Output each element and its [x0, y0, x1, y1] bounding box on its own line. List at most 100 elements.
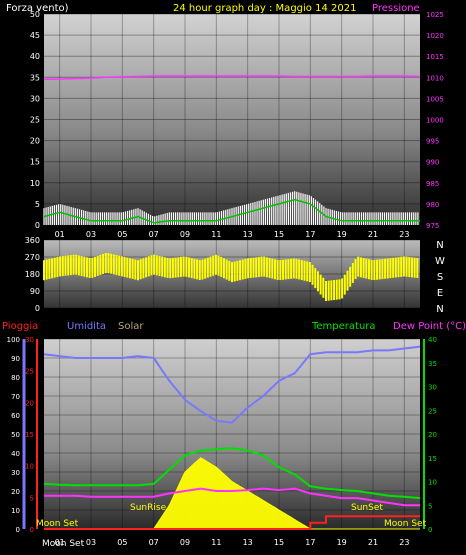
wind-title: Forza vento): [6, 3, 69, 14]
pressure-tick-label: 990: [426, 159, 439, 167]
x-tick-label: 07: [149, 538, 159, 547]
x-tick-label: 19: [337, 230, 347, 239]
x-tick-label: 19: [337, 538, 347, 547]
direction-tick-label: 0: [35, 304, 40, 313]
moonset-bottom-label: Moon Set: [42, 539, 85, 549]
temp-tick-label: 0: [428, 526, 432, 534]
wind-tick-label: 15: [30, 158, 40, 167]
x-tick-label: 13: [243, 538, 253, 547]
temp-x-ticks: 01 03 05 07 09 11 13 15 17 19 21 23: [55, 538, 410, 547]
x-tick-label: 03: [86, 230, 96, 239]
wind-tick-label: 30: [30, 94, 40, 103]
wind-direction-ticks: 0 90 180 270 360: [25, 236, 40, 313]
pressure-tick-label: 1025: [426, 11, 444, 19]
x-tick-label: 23: [399, 230, 409, 239]
wind-tick-label: 25: [30, 116, 40, 125]
x-tick-label: 05: [117, 538, 127, 547]
humidity-tick-label: 10: [11, 507, 20, 515]
pressure-tick-label: 1015: [426, 53, 444, 61]
rain-tick-label: 30: [25, 336, 34, 344]
x-tick-label: 17: [305, 230, 315, 239]
pressure-tick-label: 975: [426, 222, 439, 230]
humidity-tick-label: 0: [16, 526, 20, 534]
humidity-tick-label: 40: [11, 450, 20, 458]
temp-tick-label: 35: [428, 360, 437, 368]
wind-tick-label: 50: [30, 10, 40, 19]
wind-axis-ticks: 0 5 10 15 20 25 30 35 40 45 50: [30, 10, 40, 230]
direction-tick-label: 180: [25, 270, 40, 279]
temp-chart-axes: 0 10 20 30 40 50 60 70 80 90 100 0 5 10 15 20 25 30 0 5 10 15…: [7, 336, 437, 534]
dewpoint-label: Dew Point (°C): [393, 321, 466, 332]
x-tick-label: 17: [305, 538, 315, 547]
rain-tick-label: 20: [25, 399, 34, 407]
rain-tick-label: 0: [30, 526, 34, 534]
humidity-series-line: [43, 345, 421, 424]
pressure-tick-label: 995: [426, 138, 439, 146]
sunset-label: SunSet: [351, 503, 383, 513]
pressure-axis-ticks: 975 980 985 990 995 1000 1005 1010 1015 1020 1025: [426, 11, 444, 230]
x-tick-label: 01: [55, 230, 65, 239]
pressure-tick-label: 1005: [426, 95, 444, 103]
pressure-line: [43, 75, 421, 81]
temperature-series-line: [43, 447, 421, 500]
rain-tick-label: 15: [25, 431, 34, 439]
x-tick-label: 23: [399, 538, 409, 547]
direction-tick-label: 90: [30, 287, 40, 296]
x-tick-label: 21: [368, 230, 378, 239]
pressure-tick-label: 980: [426, 201, 439, 209]
wind-gust-line: [43, 198, 420, 224]
humidity-tick-label: 100: [7, 336, 20, 344]
wind-tick-label: 40: [30, 52, 40, 61]
temp-tick-label: 10: [428, 479, 437, 487]
x-tick-label: 07: [149, 230, 159, 239]
wind-tick-label: 20: [30, 137, 40, 146]
humidity-tick-label: 50: [11, 431, 20, 439]
x-tick-label: 11: [211, 230, 221, 239]
humidity-tick-label: 90: [11, 355, 20, 363]
compass-letter: W: [435, 256, 445, 267]
wind-tick-label: 5: [35, 200, 40, 209]
temp-tick-label: 15: [428, 455, 437, 463]
temp-tick-label: 30: [428, 384, 437, 392]
compass-letter: N: [436, 240, 443, 251]
pressure-tick-label: 1000: [426, 117, 444, 125]
wind-chart-area: [44, 14, 420, 225]
x-tick-label: 11: [211, 538, 221, 547]
x-tick-label: 01: [55, 538, 65, 547]
wind-direction-series: [43, 252, 419, 301]
temp-chart-grid: [44, 338, 420, 530]
wind-gust-lines: [43, 198, 420, 224]
x-tick-label: 09: [180, 230, 190, 239]
x-tick-label: 05: [117, 230, 127, 239]
rain-series-line: [44, 515, 420, 530]
temperature-label: Temperatura: [311, 321, 376, 332]
compass-letter: E: [437, 288, 443, 299]
sunrise-label: SunRise: [130, 503, 167, 513]
graph-title: 24 hour graph day : Maggio 14 2021: [173, 3, 356, 14]
humidity-tick-label: 30: [11, 469, 20, 477]
wind-tick-label: 0: [35, 221, 40, 230]
dewpoint-series-line: [44, 487, 420, 507]
temp-chart-lines: [43, 345, 421, 530]
x-tick-label: 03: [86, 538, 96, 547]
wind-speed-bars: [43, 191, 419, 225]
x-tick-label: 21: [368, 538, 378, 547]
rain-tick-label: 25: [25, 368, 34, 376]
humidity-label: Umidita: [67, 321, 106, 332]
temp-tick-label: 40: [428, 336, 437, 344]
x-tick-label: 09: [180, 538, 190, 547]
pressure-tick-label: 985: [426, 180, 439, 188]
x-tick-label: 13: [243, 230, 253, 239]
humidity-tick-label: 60: [11, 412, 20, 420]
direction-tick-label: 360: [25, 236, 40, 245]
wind-x-ticks: 01 03 05 07 09 11 13 15 17 19 21 23: [55, 230, 410, 239]
moonset-right-label: Moon Set: [384, 519, 427, 529]
pressure-series-line: [43, 75, 421, 81]
x-tick-label: 15: [274, 538, 284, 547]
wind-chart-grid: [44, 13, 420, 226]
wind-tick-label: 35: [30, 73, 40, 82]
rain-label: Pioggia: [2, 321, 38, 332]
compass-letter: N: [436, 304, 443, 315]
